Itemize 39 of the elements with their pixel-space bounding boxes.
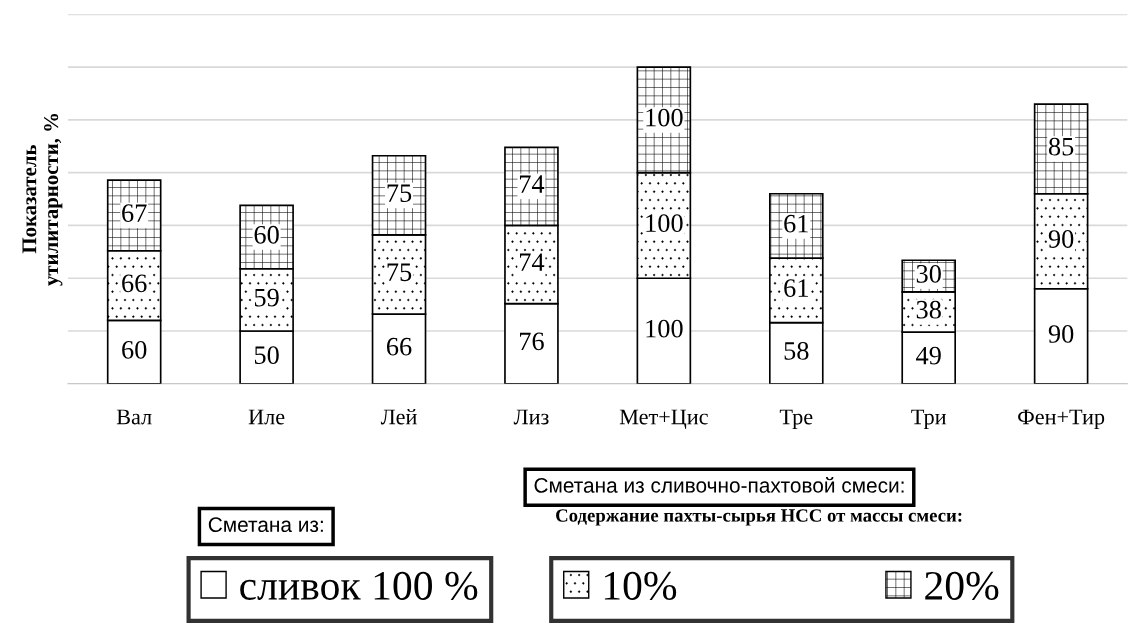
x-tick-label: Иле xyxy=(248,409,285,425)
data-label: 90 xyxy=(1048,230,1074,248)
data-label: 61 xyxy=(784,214,808,233)
data-label: 90 xyxy=(1048,325,1074,343)
data-label: 85 xyxy=(1048,137,1074,156)
data-label: 100 xyxy=(646,214,683,233)
data-label: 74 xyxy=(519,253,545,271)
text: Содержание пахты-сырья НСС от массы смеси: xyxy=(556,509,962,526)
data-label: 38 xyxy=(916,300,941,319)
data-label: 100 xyxy=(646,319,683,338)
data-label: 60 xyxy=(254,225,279,244)
data-label: 61 xyxy=(784,279,808,297)
text: Сметана из сливочно-пахтовой смеси: xyxy=(534,477,904,493)
data-label: 75 xyxy=(387,263,412,282)
data-label: 66 xyxy=(386,337,412,356)
data-label: 75 xyxy=(387,184,412,202)
legend-label: 20% xyxy=(925,571,999,601)
x-tick-label: Три xyxy=(911,409,947,429)
x-tick-label: Фен+Тир xyxy=(1018,409,1105,429)
data-label: 58 xyxy=(784,341,809,360)
legend-label: сливок 100 % xyxy=(240,571,478,601)
x-tick-label: Вал xyxy=(116,409,152,425)
data-label: 50 xyxy=(254,346,279,364)
data-label: 74 xyxy=(519,175,545,193)
x-tick-label: Лиз xyxy=(513,409,549,425)
legend-label: 10% xyxy=(604,571,677,601)
data-label: 59 xyxy=(254,288,279,307)
y-axis-title: Показатель утилитарности, % xyxy=(22,114,63,286)
data-label: 100 xyxy=(646,108,683,127)
data-label: 76 xyxy=(519,332,544,351)
x-tick-label: Мет+Цис xyxy=(619,409,708,429)
data-label: 67 xyxy=(122,204,147,223)
x-tick-label: Тре xyxy=(779,409,813,429)
data-label: 49 xyxy=(916,346,941,365)
x-tick-label: Лей xyxy=(380,408,417,425)
data-label: 66 xyxy=(122,274,147,293)
data-label: 60 xyxy=(122,340,147,359)
text: Сметана из: xyxy=(208,517,323,533)
data-label: 30 xyxy=(916,264,941,283)
